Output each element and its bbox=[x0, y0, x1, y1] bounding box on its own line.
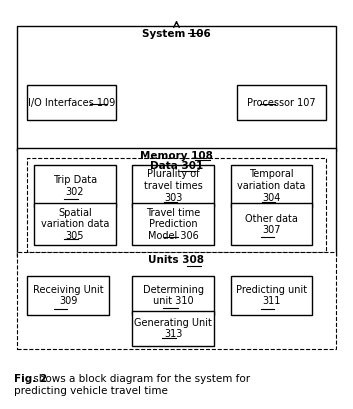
Text: Generating Unit
313: Generating Unit 313 bbox=[134, 318, 212, 339]
FancyBboxPatch shape bbox=[132, 165, 214, 207]
FancyBboxPatch shape bbox=[17, 148, 336, 256]
Text: Spatial
variation data
305: Spatial variation data 305 bbox=[41, 208, 109, 241]
FancyBboxPatch shape bbox=[34, 165, 115, 207]
Text: Data 301: Data 301 bbox=[150, 161, 203, 171]
Text: Temporal
variation data
304: Temporal variation data 304 bbox=[237, 169, 306, 203]
FancyBboxPatch shape bbox=[132, 204, 214, 245]
Text: Processor 107: Processor 107 bbox=[247, 98, 316, 108]
Text: System 106: System 106 bbox=[142, 29, 211, 39]
FancyBboxPatch shape bbox=[28, 276, 109, 315]
Text: Determining
unit 310: Determining unit 310 bbox=[143, 285, 204, 306]
Text: Trip Data
302: Trip Data 302 bbox=[53, 175, 97, 197]
Text: Predicting unit
311: Predicting unit 311 bbox=[236, 285, 307, 306]
FancyBboxPatch shape bbox=[238, 85, 325, 120]
FancyBboxPatch shape bbox=[17, 252, 336, 349]
Text: Plurality of
travel times
303: Plurality of travel times 303 bbox=[144, 169, 203, 203]
Text: predicting vehicle travel time: predicting vehicle travel time bbox=[14, 386, 168, 396]
Text: Travel time
Prediction
Model 306: Travel time Prediction Model 306 bbox=[146, 208, 200, 241]
FancyBboxPatch shape bbox=[231, 204, 312, 245]
FancyBboxPatch shape bbox=[231, 165, 312, 207]
FancyBboxPatch shape bbox=[231, 276, 312, 315]
FancyBboxPatch shape bbox=[28, 85, 115, 120]
Text: I/O Interfaces 109: I/O Interfaces 109 bbox=[28, 98, 115, 108]
Text: Other data
307: Other data 307 bbox=[245, 213, 298, 235]
Text: shows a block diagram for the system for: shows a block diagram for the system for bbox=[30, 374, 250, 384]
Text: Units 308: Units 308 bbox=[149, 255, 204, 265]
Text: Fig. 2: Fig. 2 bbox=[14, 374, 47, 384]
FancyBboxPatch shape bbox=[28, 158, 325, 252]
Text: Receiving Unit
309: Receiving Unit 309 bbox=[33, 285, 103, 306]
FancyBboxPatch shape bbox=[132, 276, 214, 315]
FancyBboxPatch shape bbox=[17, 26, 336, 151]
Text: Memory 108: Memory 108 bbox=[140, 151, 213, 160]
FancyBboxPatch shape bbox=[34, 204, 115, 245]
FancyBboxPatch shape bbox=[132, 311, 214, 346]
